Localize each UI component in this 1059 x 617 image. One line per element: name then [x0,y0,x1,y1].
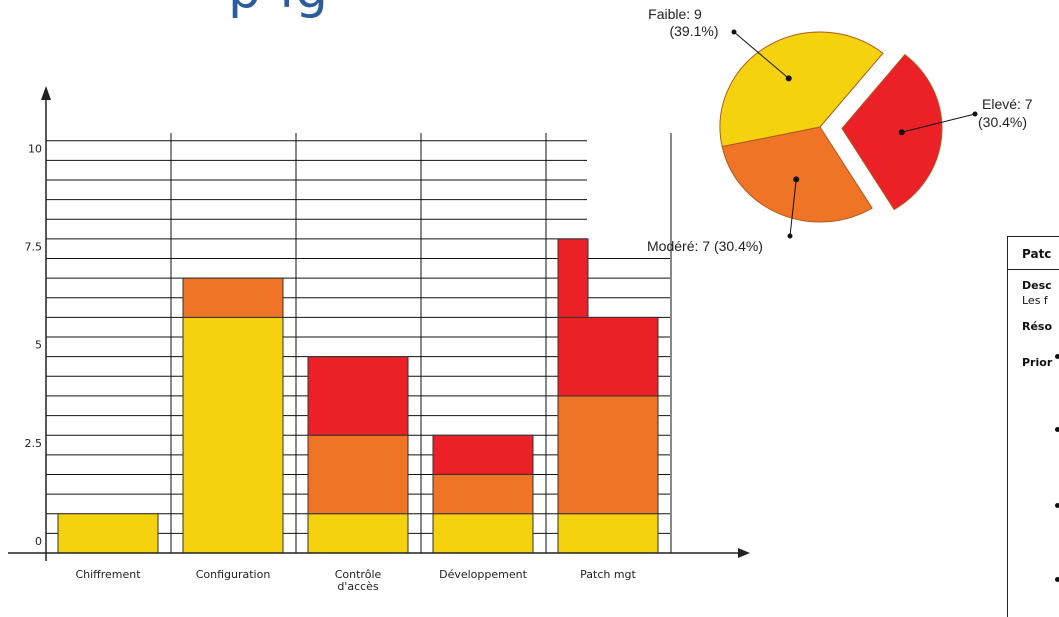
pie-chart: Faible: 9(39.1%) Modéré: 7 (30.4%) Elevé: … [647,6,1033,254]
page-title-fragment: p ig [228,0,329,20]
bar-segment [557,316,659,397]
leader-line [901,113,976,133]
pie-slice-label: (30.4%) [978,114,1027,130]
pie-slice [719,31,884,148]
pie-slice-label: (39.1%) [669,23,718,39]
bar-segment [307,356,409,436]
y-axis-arrow [41,86,51,100]
y-tick-label: 0 [35,535,42,548]
charts-canvas: 0 2.5 5 7.5 10 Chiffrement Configuration Contrô… [8,6,1033,593]
category-label: Patch mgt [580,568,636,581]
bar-segment [182,277,284,318]
pie-slice [721,126,873,223]
bar-segment [432,434,534,475]
y-tick-label: 7.5 [25,241,43,254]
leader-dot [785,75,792,82]
priority-label: Prior [1022,356,1053,369]
leader-dot [731,29,737,35]
description-text: Les f [1022,294,1048,307]
category-label: Chiffrement [75,568,141,581]
stacked-bar-chart: 0 2.5 5 7.5 10 Chiffrement Configuration Contrô… [8,86,750,593]
priority-bullet [1055,427,1059,432]
leader-line [733,31,790,79]
priority-bullet [1055,503,1059,508]
description-label: Desc [1022,279,1052,292]
pie-slice-label: Elevé: 7 [982,96,1033,112]
bar-segment [182,316,284,554]
panel-divider [1008,269,1059,270]
bar-segment [557,395,659,515]
category-label: Contrôle [335,568,382,581]
y-tick-label: 10 [28,142,42,155]
category-label: Configuration [196,568,271,581]
priority-bullet [1055,577,1059,582]
priority-bullet [1055,354,1059,359]
x-axis-arrow [738,548,750,558]
leader-dot [793,176,800,183]
bar-segment [557,238,589,318]
leader-dot [787,233,793,239]
pie-slice [841,53,943,211]
pie-slice-label: Faible: 9 [648,6,702,22]
bar-segment [432,513,534,554]
vulnerability-details-panel: Patc Desc Les f Réso Prior [1007,236,1059,617]
panel-header: Patc [1022,247,1052,261]
category-label: d'accès [337,580,379,593]
leader-dot [972,111,978,117]
leader-line [789,179,797,237]
bar-segment [57,513,159,554]
bar-segment [432,473,534,515]
leader-dot [898,129,905,136]
y-tick-label: 2.5 [25,437,43,450]
y-tick-label: 5 [35,339,42,352]
category-label: Développement [439,568,527,581]
resolution-label: Réso [1022,320,1053,333]
bar-segment [557,513,659,554]
bar-segment [307,513,409,554]
bar-segment [307,434,409,515]
pie-slice-label: Modéré: 7 (30.4%) [647,238,763,254]
